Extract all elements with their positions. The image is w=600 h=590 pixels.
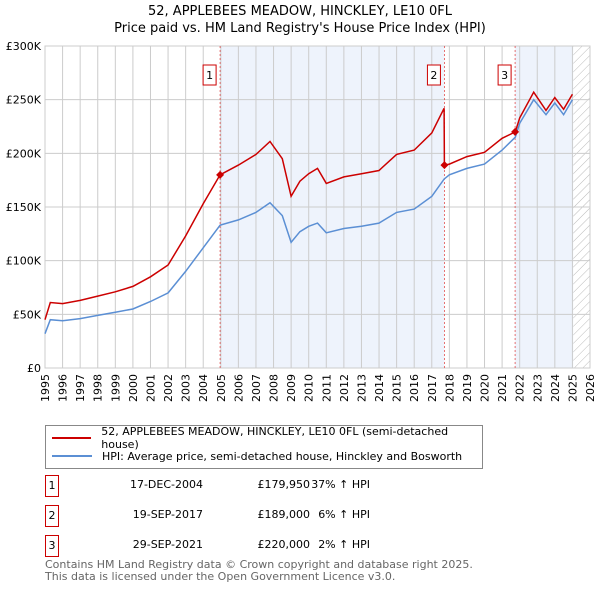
x-tick-label: 1997 <box>74 374 87 402</box>
legend-item-hpi: HPI: Average price, semi-detached house,… <box>52 448 462 464</box>
sale-label-border <box>202 64 217 86</box>
x-tick-label: 1999 <box>109 374 122 402</box>
footer-line-2: This data is licensed under the Open Gov… <box>45 570 396 583</box>
sale-date: 19-SEP-2017 <box>132 508 203 521</box>
y-tick-label: £50K <box>13 308 42 321</box>
sale-label-box: 2 <box>426 64 441 86</box>
sale-hpi: 37% ↑ HPI <box>311 478 370 491</box>
x-tick-label: 2017 <box>426 374 439 402</box>
x-tick-label: 1998 <box>92 374 105 402</box>
sale-label-box: 1 <box>202 64 217 86</box>
x-tick-label: 2018 <box>443 374 456 402</box>
plot-border <box>44 45 591 369</box>
x-tick-label: 2010 <box>303 374 316 402</box>
x-tick-label: 2021 <box>496 374 509 402</box>
x-tick-label: 2004 <box>197 374 210 402</box>
sale-number-badge: 2 <box>45 505 59 527</box>
legend-label: HPI: Average price, semi-detached house,… <box>102 449 463 463</box>
sale-price: £189,000 <box>257 508 311 521</box>
x-tick-label: 2011 <box>320 374 333 402</box>
sale-label-number: 1 <box>206 69 213 82</box>
x-tick-label: 2025 <box>566 374 579 402</box>
sale-label-border <box>497 64 512 86</box>
y-tick-label: £100K <box>6 255 42 268</box>
x-tick-label: 2002 <box>162 374 175 402</box>
legend-label: 52, APPLEBEES MEADOW, HINCKLEY, LE10 0FL… <box>101 425 449 451</box>
x-tick-label: 2020 <box>479 374 492 402</box>
chart-subtitle: Price paid vs. HM Land Registry's House … <box>114 21 486 36</box>
x-tick-label: 2006 <box>232 374 245 402</box>
footer-line-1: Contains HM Land Registry data © Crown c… <box>45 558 473 571</box>
sale-hpi: 6% ↑ HPI <box>318 508 370 521</box>
y-tick-label: £0 <box>27 362 41 375</box>
y-tick-label: £300K <box>6 40 42 53</box>
x-tick-label: 2019 <box>461 374 474 402</box>
x-tick-label: 2026 <box>584 374 597 402</box>
sale-date: 17-DEC-2004 <box>129 478 203 491</box>
property-price-line <box>44 90 574 320</box>
x-tick-label: 2001 <box>144 374 157 402</box>
x-tick-label: 2008 <box>268 374 281 402</box>
x-tick-label: 2009 <box>285 374 298 402</box>
x-tick-label: 2015 <box>391 374 404 402</box>
sale-label-number: 3 <box>501 69 508 82</box>
y-tick-label: £200K <box>6 147 42 160</box>
sale-price: £179,950 <box>257 478 311 491</box>
x-tick-label: 2016 <box>408 374 421 402</box>
chart-title: 52, APPLEBEES MEADOW, HINCKLEY, LE10 0FL <box>148 4 452 19</box>
sale-point <box>440 161 449 170</box>
x-tick-label: 2005 <box>215 374 228 402</box>
sale-price: £220,000 <box>257 538 311 551</box>
x-tick-label: 2013 <box>355 374 368 402</box>
x-tick-label: 2023 <box>531 374 544 402</box>
y-tick-label: £150K <box>6 201 42 214</box>
x-tick-label: 2007 <box>250 374 263 402</box>
sale-number-badge: 3 <box>45 535 59 557</box>
sale-hpi: 2% ↑ HPI <box>318 538 370 551</box>
legend: 52, APPLEBEES MEADOW, HINCKLEY, LE10 0FL… <box>45 425 483 469</box>
x-tick-label: 2022 <box>514 374 527 402</box>
legend-item-property: 52, APPLEBEES MEADOW, HINCKLEY, LE10 0FL… <box>52 425 482 451</box>
hpi-line <box>44 98 574 334</box>
sale-row: 3 29-SEP-2021 £220,000 2% ↑ HPI <box>45 535 445 557</box>
x-tick-label: 2024 <box>549 374 562 402</box>
sale-point <box>216 170 225 179</box>
sale-label-box: 3 <box>497 64 512 86</box>
sale-number-badge: 1 <box>45 475 59 497</box>
x-tick-label: 1995 <box>39 374 52 402</box>
sale-label-border <box>426 64 441 86</box>
sale-date: 29-SEP-2021 <box>132 538 203 551</box>
x-tick-label: 1996 <box>57 374 70 402</box>
x-tick-label: 2000 <box>127 374 140 402</box>
y-tick-label: £250K <box>6 94 42 107</box>
sale-row: 1 17-DEC-2004 £179,950 37% ↑ HPI <box>45 475 445 497</box>
sale-point <box>511 127 520 136</box>
sale-label-number: 2 <box>430 69 437 82</box>
x-tick-label: 2003 <box>180 374 193 402</box>
x-tick-label: 2012 <box>338 374 351 402</box>
x-tick-label: 2014 <box>373 374 386 402</box>
sale-row: 2 19-SEP-2017 £189,000 6% ↑ HPI <box>45 505 445 527</box>
red-line-icon <box>52 437 92 439</box>
price-chart: 1995 1996 1997 1998 1999 2000 2001 2002 2003 2004… <box>6 40 597 402</box>
blue-line-icon <box>52 455 92 457</box>
